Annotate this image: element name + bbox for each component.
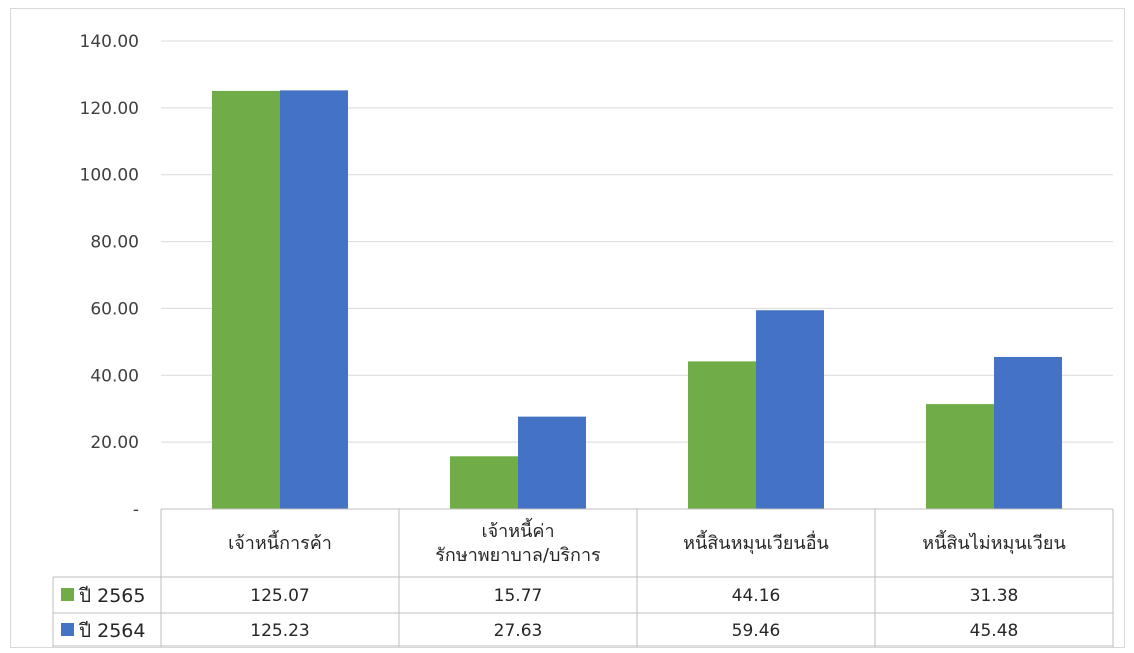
bar-series-0-cat-0 bbox=[212, 90, 280, 509]
legend-key-1 bbox=[61, 623, 74, 636]
category-label-0-line-0: เจ้าหนี้การค้า bbox=[228, 530, 332, 554]
category-label-1-line-0: เจ้าหนี้ค่า bbox=[481, 518, 554, 542]
table-value-series-1-cat-3: 45.48 bbox=[970, 621, 1019, 641]
bar-series-1-cat-2 bbox=[756, 310, 824, 509]
legend-label-1: ปี 2564 bbox=[78, 620, 145, 642]
y-tick-label-7: 140.00 bbox=[80, 32, 139, 52]
bar-series-0-cat-1 bbox=[450, 456, 518, 509]
bar-series-0-cat-2 bbox=[688, 361, 756, 509]
bar-series-1-cat-3 bbox=[994, 356, 1062, 509]
table-value-series-1-cat-1: 27.63 bbox=[494, 621, 543, 641]
bar-chart-with-data-table: - 20.00 40.00 60.00 80.00 100.00 120.00 140.00 เ… bbox=[52, 32, 1114, 647]
y-tick-label-6: 120.00 bbox=[80, 99, 139, 119]
y-tick-label-1: 20.00 bbox=[90, 433, 139, 453]
legend-label-0: ปี 2565 bbox=[78, 585, 145, 607]
y-tick-label-3: 60.00 bbox=[90, 299, 139, 319]
y-tick-label-0: - bbox=[133, 500, 139, 520]
category-label-1-line-1: รักษาพยาบาล/บริการ bbox=[435, 545, 601, 566]
y-tick-label-5: 100.00 bbox=[80, 166, 139, 186]
bar-series-1-cat-0 bbox=[280, 90, 348, 510]
table-value-series-1-cat-0: 125.23 bbox=[250, 621, 309, 641]
legend-key-0 bbox=[61, 588, 74, 601]
bar-series-0-cat-3 bbox=[926, 404, 994, 509]
category-label-3-line-0: หนี้สินไม่หมุนเวียน bbox=[922, 530, 1066, 554]
chart-frame: - 20.00 40.00 60.00 80.00 100.00 120.00 140.00 เ… bbox=[10, 8, 1125, 648]
y-tick-label-2: 40.00 bbox=[90, 366, 139, 386]
table-value-series-0-cat-2: 44.16 bbox=[732, 586, 781, 606]
table-value-series-1-cat-2: 59.46 bbox=[732, 621, 781, 641]
bar-series-1-cat-1 bbox=[518, 416, 586, 509]
category-label-2-line-0: หนี้สินหมุนเวียนอื่น bbox=[683, 530, 829, 554]
table-value-series-0-cat-0: 125.07 bbox=[250, 586, 309, 606]
table-value-series-0-cat-1: 15.77 bbox=[494, 586, 543, 606]
y-tick-label-4: 80.00 bbox=[90, 233, 139, 253]
table-value-series-0-cat-3: 31.38 bbox=[970, 586, 1019, 606]
